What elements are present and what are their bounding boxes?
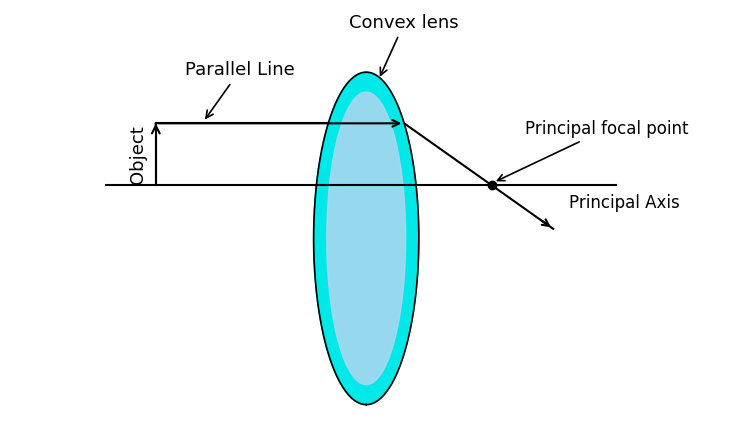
Text: Principal focal point: Principal focal point xyxy=(497,120,688,181)
Text: Principal Axis: Principal Axis xyxy=(568,194,680,212)
Polygon shape xyxy=(327,92,406,385)
Text: Parallel Line: Parallel Line xyxy=(185,62,295,118)
Text: Object: Object xyxy=(128,125,146,184)
Text: Convex lens: Convex lens xyxy=(350,14,459,75)
Polygon shape xyxy=(314,72,419,405)
